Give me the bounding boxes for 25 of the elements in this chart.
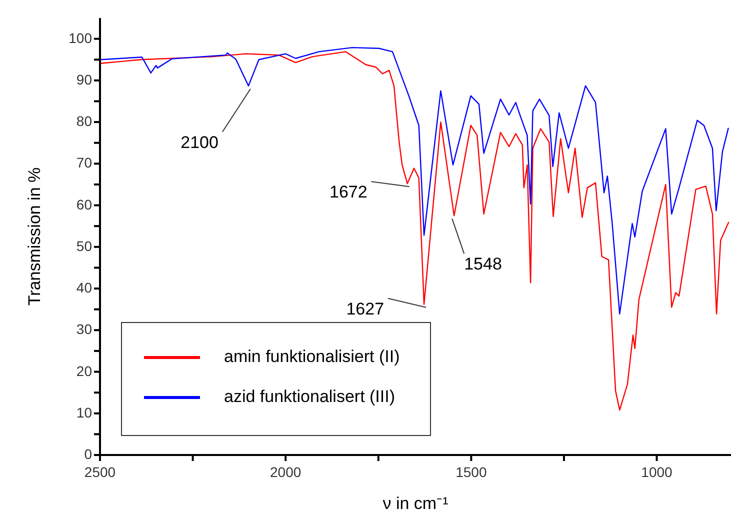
annotation: 2100 [180, 132, 218, 152]
y-tick-label: 30 [76, 321, 92, 338]
y-tick-label: 10 [76, 404, 92, 420]
y-tick-label: 50 [76, 238, 92, 254]
y-tick-label: 60 [76, 196, 92, 212]
y-tick-label: 40 [76, 280, 92, 296]
legend-label: azid funktionalisert (III) [224, 387, 396, 407]
annotation: 1627 [346, 299, 384, 318]
legend-label: amin funktionalisiert (II) [224, 347, 400, 367]
y-tick-label: 70 [76, 154, 92, 171]
y-tick-label: 0 [84, 446, 92, 462]
annotation: 1672 [330, 182, 368, 202]
x-tick-label: 1000 [641, 464, 673, 480]
x-axis-title: ν in cm⁻¹ [382, 494, 449, 513]
y-axis-title: Transmission in % [25, 167, 44, 306]
y-tick-label: 100 [68, 30, 92, 46]
y-tick-label: 90 [76, 71, 92, 88]
y-tick-label: 80 [76, 113, 92, 130]
line-series [100, 46, 729, 315]
x-tick-label: 2500 [84, 464, 116, 480]
annotation: 1548 [464, 254, 502, 274]
y-tick-label: 20 [76, 362, 92, 379]
x-tick-label: 1500 [456, 464, 487, 480]
x-tick-label: 2000 [270, 464, 302, 480]
line-series [100, 51, 730, 411]
